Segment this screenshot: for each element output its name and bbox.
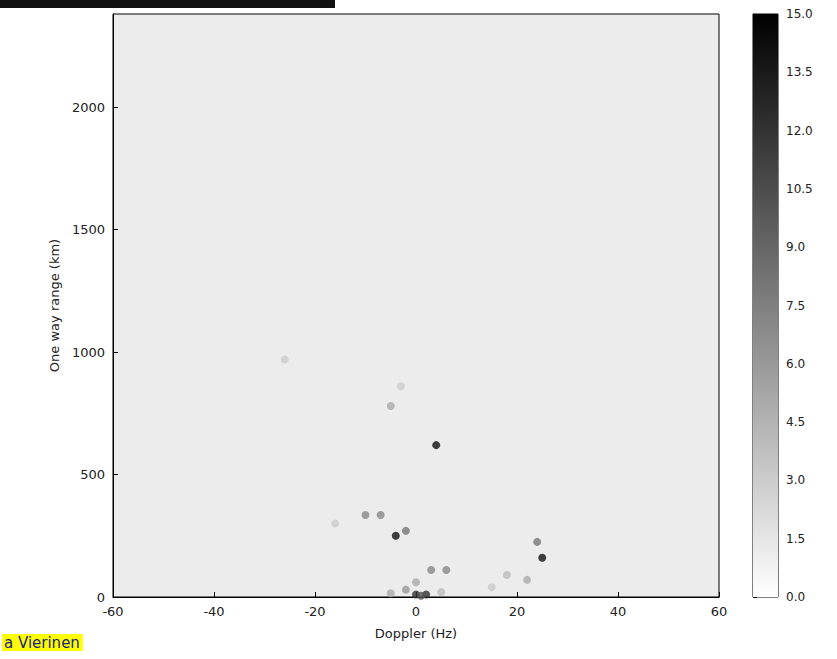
svg-text:0: 0	[97, 590, 105, 605]
svg-text:20: 20	[509, 604, 526, 619]
svg-text:60: 60	[711, 604, 728, 619]
svg-text:One way range (km): One way range (km)	[47, 239, 62, 372]
svg-text:0.0: 0.0	[786, 590, 805, 604]
svg-text:4.5: 4.5	[786, 415, 805, 429]
svg-text:1500: 1500	[72, 222, 105, 237]
svg-text:-60: -60	[102, 604, 123, 619]
svg-text:-20: -20	[304, 604, 325, 619]
svg-text:13.5: 13.5	[786, 65, 813, 79]
svg-text:-40: -40	[203, 604, 224, 619]
svg-text:40: 40	[610, 604, 627, 619]
svg-text:9.0: 9.0	[786, 240, 805, 254]
svg-text:6.0: 6.0	[786, 357, 805, 371]
svg-text:15.0: 15.0	[786, 7, 813, 21]
svg-text:500: 500	[80, 467, 105, 482]
svg-text:7.5: 7.5	[786, 299, 805, 313]
svg-text:0: 0	[412, 604, 420, 619]
svg-text:1000: 1000	[72, 345, 105, 360]
svg-text:12.0: 12.0	[786, 124, 813, 138]
svg-text:10.5: 10.5	[786, 182, 813, 196]
svg-text:1.5: 1.5	[786, 532, 805, 546]
svg-text:2000: 2000	[72, 100, 105, 115]
svg-text:3.0: 3.0	[786, 473, 805, 487]
svg-text:Doppler (Hz): Doppler (Hz)	[375, 626, 457, 641]
svg-text:a Vierinen: a Vierinen	[4, 634, 80, 652]
